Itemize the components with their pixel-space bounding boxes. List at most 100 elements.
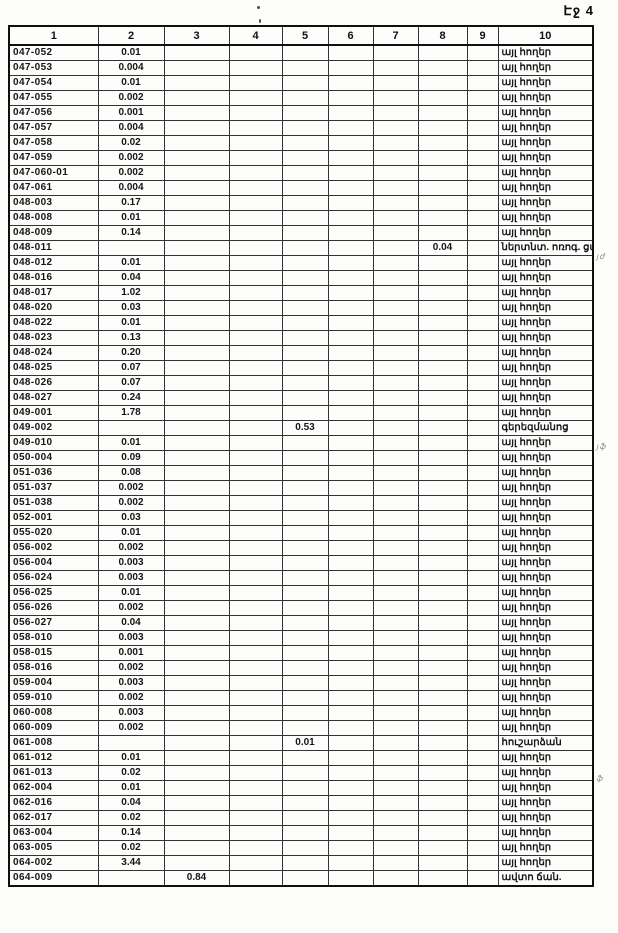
column-header: 8 [417, 25, 468, 46]
table-row: 062-004 0.01 այլ հողեր [8, 780, 594, 796]
value-cell [466, 60, 499, 76]
value-cell [327, 345, 374, 361]
table-row: 064-009 0.84 ավտո ճան. [8, 870, 594, 887]
value-cell: 3.44 [97, 855, 165, 871]
value-cell [163, 735, 230, 751]
value-cell [281, 585, 329, 601]
value-cell [372, 570, 419, 586]
parcel-code-cell: 048-025 [8, 360, 99, 376]
value-cell [281, 240, 329, 256]
column-header: 2 [97, 25, 165, 46]
value-cell [228, 330, 283, 346]
value-cell [228, 375, 283, 391]
value-cell [417, 285, 468, 301]
value-cell [327, 480, 374, 496]
land-type-cell: այլ հողեր [497, 360, 594, 376]
value-cell [466, 705, 499, 721]
value-cell [417, 750, 468, 766]
value-cell [163, 825, 230, 841]
value-cell [466, 165, 499, 181]
value-cell: 0.17 [97, 195, 165, 211]
value-cell [372, 480, 419, 496]
parcel-code-cell: 048-024 [8, 345, 99, 361]
parcel-code-cell: 061-013 [8, 765, 99, 781]
value-cell [327, 405, 374, 421]
land-type-cell: այլ հողեր [497, 255, 594, 271]
value-cell [372, 780, 419, 796]
column-header: 7 [372, 25, 419, 46]
value-cell: 0.002 [97, 480, 165, 496]
value-cell [228, 90, 283, 106]
value-cell [466, 690, 499, 706]
value-cell [417, 765, 468, 781]
value-cell [417, 570, 468, 586]
parcel-code-cell: 047-054 [8, 75, 99, 91]
value-cell [228, 525, 283, 541]
table-row: 048-025 0.07 այլ հողեր [8, 360, 594, 376]
value-cell [327, 690, 374, 706]
table-row: 048-017 1.02 այլ հողեր [8, 285, 594, 301]
table-row: 060-008 0.003 այլ հողեր [8, 705, 594, 721]
value-cell [417, 300, 468, 316]
value-cell: 0.002 [97, 540, 165, 556]
value-cell [228, 285, 283, 301]
parcel-code-cell: 058-010 [8, 630, 99, 646]
value-cell [281, 615, 329, 631]
value-cell: 0.003 [97, 555, 165, 571]
value-cell [228, 195, 283, 211]
value-cell [163, 810, 230, 826]
land-type-cell: այլ հողեր [497, 210, 594, 226]
value-cell [327, 435, 374, 451]
value-cell [327, 44, 374, 61]
value-cell [281, 405, 329, 421]
column-header: 4 [228, 25, 283, 46]
value-cell [281, 330, 329, 346]
value-cell [163, 105, 230, 121]
parcel-code-cell: 049-001 [8, 405, 99, 421]
land-type-cell: այլ հողեր [497, 405, 594, 421]
column-header: 9 [466, 25, 499, 46]
parcel-code-cell: 048-009 [8, 225, 99, 241]
value-cell [417, 585, 468, 601]
value-cell [228, 660, 283, 676]
value-cell [417, 825, 468, 841]
value-cell: 0.04 [97, 615, 165, 631]
parcel-code-cell: 047-058 [8, 135, 99, 151]
value-cell [372, 44, 419, 61]
value-cell [228, 135, 283, 151]
value-cell [372, 390, 419, 406]
parcel-code-cell: 048-023 [8, 330, 99, 346]
value-cell [417, 645, 468, 661]
parcel-code-cell: 061-012 [8, 750, 99, 766]
value-cell: 0.01 [97, 255, 165, 271]
value-cell [163, 540, 230, 556]
value-cell: 0.01 [97, 780, 165, 796]
table-row: 048-026 0.07 այլ հողեր [8, 375, 594, 391]
value-cell [466, 270, 499, 286]
value-cell: 0.001 [97, 105, 165, 121]
table-row: 058-016 0.002 այլ հողեր [8, 660, 594, 676]
value-cell [228, 150, 283, 166]
value-cell [417, 405, 468, 421]
value-cell [228, 720, 283, 736]
table-row: 047-053 0.004 այլ հողեր [8, 60, 594, 76]
value-cell [327, 825, 374, 841]
value-cell [163, 465, 230, 481]
land-type-cell: այլ հողեր [497, 105, 594, 121]
value-cell [417, 660, 468, 676]
value-cell [466, 765, 499, 781]
land-type-cell: այլ հողեր [497, 795, 594, 811]
land-type-cell: այլ հողեր [497, 225, 594, 241]
value-cell [228, 540, 283, 556]
value-cell [228, 210, 283, 226]
parcel-code-cell: 062-004 [8, 780, 99, 796]
value-cell [372, 105, 419, 121]
value-cell [417, 630, 468, 646]
value-cell [327, 540, 374, 556]
land-type-cell: այլ հողեր [497, 630, 594, 646]
value-cell: 0.01 [97, 75, 165, 91]
value-cell [327, 675, 374, 691]
table-row: 052-001 0.03 այլ հողեր [8, 510, 594, 526]
scan-speck [259, 19, 261, 23]
handwritten-margin-mark: յֆ [596, 442, 607, 451]
